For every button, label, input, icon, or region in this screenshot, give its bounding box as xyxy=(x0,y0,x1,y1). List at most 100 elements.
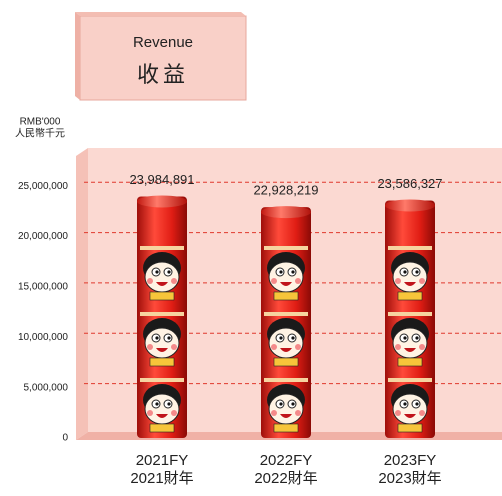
can-face xyxy=(140,246,184,301)
x-tick-label: 2022財年 xyxy=(254,470,317,487)
y-tick-label: 25,000,000 xyxy=(18,181,68,192)
face xyxy=(144,393,180,425)
pupil xyxy=(403,270,407,274)
cheek xyxy=(171,278,177,284)
pupil xyxy=(155,336,159,340)
mouth xyxy=(280,282,292,286)
cheek xyxy=(171,344,177,350)
can-top xyxy=(385,199,435,212)
cheek xyxy=(271,344,277,350)
pupil xyxy=(291,336,295,340)
can-face xyxy=(140,378,184,433)
y-tick-label: 5,000,000 xyxy=(24,382,69,393)
face xyxy=(392,327,428,359)
x-tick-label: 2021財年 xyxy=(130,470,193,487)
can-band xyxy=(140,378,184,382)
shirt xyxy=(273,423,299,433)
pupil xyxy=(167,336,171,340)
pupil xyxy=(279,336,283,340)
can-band xyxy=(388,246,432,250)
can-band xyxy=(264,378,308,382)
can-face xyxy=(388,246,432,301)
cheek xyxy=(419,344,425,350)
cheek xyxy=(147,278,153,284)
mouth xyxy=(404,282,416,286)
can-top xyxy=(137,195,187,208)
shirt xyxy=(273,291,299,301)
cheek xyxy=(395,410,401,416)
shirt xyxy=(397,423,423,433)
mouth xyxy=(404,348,416,352)
mouth xyxy=(156,348,168,352)
cheek xyxy=(295,410,301,416)
cheek xyxy=(147,344,153,350)
pupil xyxy=(155,402,159,406)
cheek xyxy=(271,278,277,284)
pupil xyxy=(291,270,295,274)
face xyxy=(268,261,304,293)
title-box-edge xyxy=(75,12,80,100)
y-tick-label: 20,000,000 xyxy=(18,231,68,242)
cheek xyxy=(147,410,153,416)
y-tick-label: 0 xyxy=(62,433,68,444)
cheek xyxy=(395,278,401,284)
x-tick-label: 2022FY xyxy=(260,452,313,469)
can-face xyxy=(388,312,432,367)
face xyxy=(144,327,180,359)
x-tick-label: 2021FY xyxy=(136,452,189,469)
pupil xyxy=(279,270,283,274)
pupil xyxy=(415,336,419,340)
cheek xyxy=(395,344,401,350)
can-face xyxy=(140,312,184,367)
pupil xyxy=(415,270,419,274)
pupil xyxy=(155,270,159,274)
can-band xyxy=(140,312,184,316)
pupil xyxy=(167,270,171,274)
face xyxy=(144,261,180,293)
shirt xyxy=(397,291,423,301)
mouth xyxy=(404,414,416,418)
pupil xyxy=(291,402,295,406)
pupil xyxy=(403,336,407,340)
side-wall xyxy=(76,148,88,440)
data-label: 23,984,891 xyxy=(129,172,194,187)
title-box-edge xyxy=(75,12,246,16)
y-axis-label: 人民幣千元 xyxy=(15,128,65,140)
cheek xyxy=(295,278,301,284)
mouth xyxy=(156,414,168,418)
chart-subtitle: 收益 xyxy=(137,62,189,87)
cheek xyxy=(419,278,425,284)
can-face xyxy=(388,378,432,433)
x-tick-label: 2023FY xyxy=(384,452,437,469)
can-face xyxy=(264,378,308,433)
shirt xyxy=(149,291,175,301)
cheek xyxy=(295,344,301,350)
y-axis-label: RMB'000 xyxy=(20,117,61,128)
can-band xyxy=(264,312,308,316)
shirt xyxy=(397,357,423,367)
can-band xyxy=(388,378,432,382)
y-tick-label: 15,000,000 xyxy=(18,282,68,293)
mouth xyxy=(156,282,168,286)
mouth xyxy=(280,414,292,418)
face xyxy=(392,261,428,293)
face xyxy=(392,393,428,425)
x-tick-label: 2023財年 xyxy=(378,470,441,487)
shirt xyxy=(149,357,175,367)
data-label: 23,586,327 xyxy=(377,176,442,191)
pupil xyxy=(403,402,407,406)
can-face xyxy=(264,246,308,301)
shirt xyxy=(149,423,175,433)
y-tick-label: 10,000,000 xyxy=(18,332,68,343)
mouth xyxy=(280,348,292,352)
pupil xyxy=(279,402,283,406)
cheek xyxy=(271,410,277,416)
can-face xyxy=(264,312,308,367)
pupil xyxy=(415,402,419,406)
chart-title: Revenue xyxy=(133,34,193,51)
face xyxy=(268,393,304,425)
cheek xyxy=(419,410,425,416)
data-label: 22,928,219 xyxy=(253,183,318,198)
can-band xyxy=(388,312,432,316)
